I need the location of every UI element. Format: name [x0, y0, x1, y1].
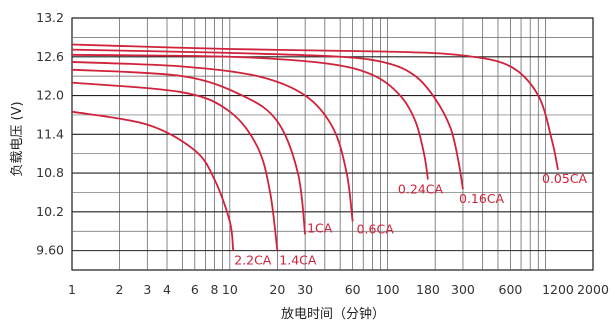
curve-label-0-6ca: 0.6CA [357, 222, 395, 237]
x-tick-label: 1200 [542, 282, 574, 297]
discharge-curves [71, 43, 559, 251]
y-tick-label: 10.8 [36, 165, 64, 180]
x-tick-label: 180 [416, 282, 440, 297]
curve-labels: 0.05CA 0.16CA 0.24CA 0.6CA 1CA 1.4CA 2.2CA [234, 171, 587, 268]
discharge-curve-0-24ca [71, 53, 429, 180]
y-tick-label: 11.4 [36, 126, 64, 141]
x-tick-label: 300 [451, 282, 475, 297]
y-tick-label: 12.0 [36, 88, 64, 103]
x-tick-label: 1 [68, 282, 76, 297]
x-tick-label: 2000 [577, 282, 609, 297]
discharge-curve-1ca [71, 68, 307, 235]
x-tick-label: 2 [116, 282, 124, 297]
curve-label-2-2ca: 2.2CA [234, 253, 272, 268]
y-tick-label: 10.2 [36, 204, 64, 219]
curve-label-0-05ca: 0.05CA [542, 171, 588, 186]
discharge-curve-0-6ca [71, 61, 354, 222]
axis-ticks: 1 2 3 4 6 8 10 20 30 60 100 180 300 600 1200 2000 13.2 12… [36, 10, 609, 297]
discharge-curve-0-16ca [71, 48, 464, 190]
y-axis-title: 负载电压 (V) [10, 101, 25, 176]
x-tick-label: 30 [297, 282, 313, 297]
curve-label-1-4ca: 1.4CA [279, 253, 317, 268]
x-tick-label: 20 [269, 282, 285, 297]
x-tick-label: 4 [163, 282, 171, 297]
y-tick-label: 13.2 [36, 10, 64, 25]
x-tick-label: 8 [211, 282, 219, 297]
x-tick-label: 6 [191, 282, 199, 297]
discharge-curve-2-2ca [71, 110, 235, 251]
x-tick-label: 100 [376, 282, 400, 297]
discharge-curve-1-4ca [71, 81, 279, 251]
curve-label-1ca: 1CA [307, 221, 333, 236]
discharge-curve-0-05ca [71, 43, 559, 171]
x-tick-label: 600 [499, 282, 523, 297]
y-tick-label: 12.6 [36, 49, 64, 64]
x-axis-title: 放电时间（分钟） [281, 306, 385, 322]
x-tick-label: 3 [143, 282, 151, 297]
x-tick-label: 60 [345, 282, 361, 297]
x-tick-label: 10 [222, 282, 238, 297]
plot-frame [71, 17, 594, 271]
y-tick-label: 9.60 [36, 243, 64, 258]
curve-label-0-16ca: 0.16CA [459, 191, 505, 206]
curve-label-0-24ca: 0.24CA [398, 182, 444, 197]
